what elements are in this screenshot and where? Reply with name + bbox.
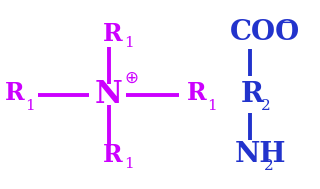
Text: 1: 1 <box>207 99 217 113</box>
Text: R: R <box>103 143 123 167</box>
Text: R: R <box>241 81 264 108</box>
Text: 2: 2 <box>261 99 271 113</box>
Text: NH: NH <box>235 142 286 168</box>
Text: 1: 1 <box>124 157 134 171</box>
Text: 1: 1 <box>124 36 134 50</box>
Text: R: R <box>187 81 206 105</box>
Text: COO: COO <box>230 19 300 46</box>
Text: 1: 1 <box>25 99 35 113</box>
Text: N: N <box>95 79 123 110</box>
Text: R: R <box>103 22 123 46</box>
Text: ⊕: ⊕ <box>124 68 139 87</box>
Text: 2: 2 <box>264 159 274 173</box>
Text: R: R <box>5 81 24 105</box>
Text: −: − <box>278 14 293 32</box>
